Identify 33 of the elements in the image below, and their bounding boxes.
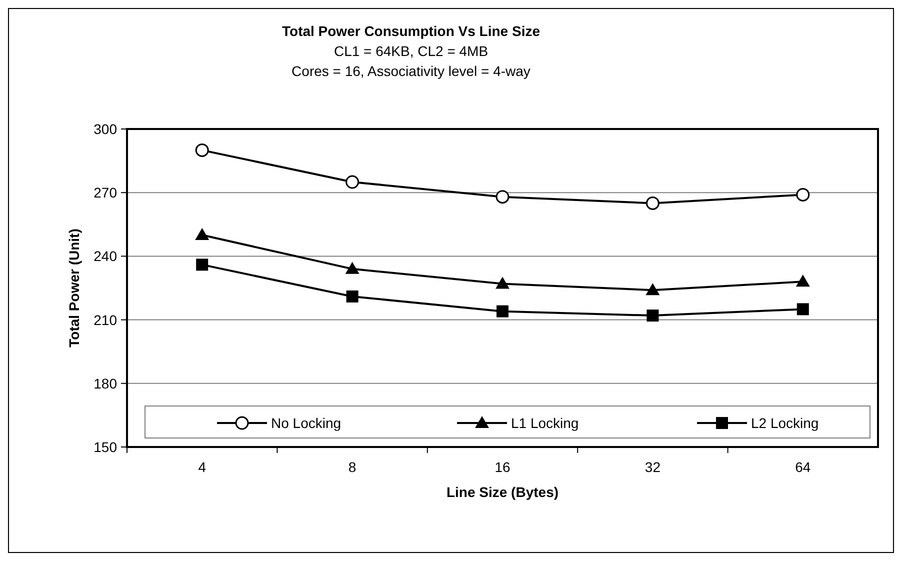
y-tick-label: 180 (94, 375, 118, 392)
point (346, 290, 358, 302)
x-tick-label: 4 (198, 459, 206, 475)
y-tick-label: 150 (94, 439, 118, 455)
x-tick-label: 16 (494, 459, 510, 475)
chart-title: Total Power Consumption Vs Line Size (282, 23, 540, 39)
y-tick-label: 210 (94, 312, 118, 328)
legend-label: No Locking (271, 415, 342, 431)
point (796, 303, 809, 316)
legend-label: L1 Locking (511, 415, 579, 431)
x-axis-title: Line Size (Bytes) (446, 484, 559, 500)
point (496, 190, 510, 204)
point (195, 228, 210, 240)
point (646, 310, 659, 322)
x-tick-label: 64 (795, 459, 811, 475)
point (346, 175, 360, 189)
point (646, 196, 660, 210)
y-tick-label: 300 (94, 121, 118, 137)
point (195, 143, 209, 157)
y-axis-title: Total Power (Unit) (66, 228, 82, 348)
point (796, 188, 810, 202)
point (796, 274, 810, 287)
x-tick-label: 8 (348, 459, 356, 475)
point (646, 283, 660, 296)
chart-subtitle: CL1 = 64KB, CL2 = 4MB Cores = 16, Associativity level = 4-way (292, 43, 530, 79)
y-tick-label: 240 (94, 248, 118, 264)
legend-label: L2 Locking (751, 415, 819, 431)
y-tick-label: 270 (94, 184, 118, 201)
x-tick-label: 32 (644, 459, 661, 475)
point (345, 262, 360, 274)
point (496, 305, 508, 318)
point (196, 258, 208, 271)
point (496, 276, 510, 289)
